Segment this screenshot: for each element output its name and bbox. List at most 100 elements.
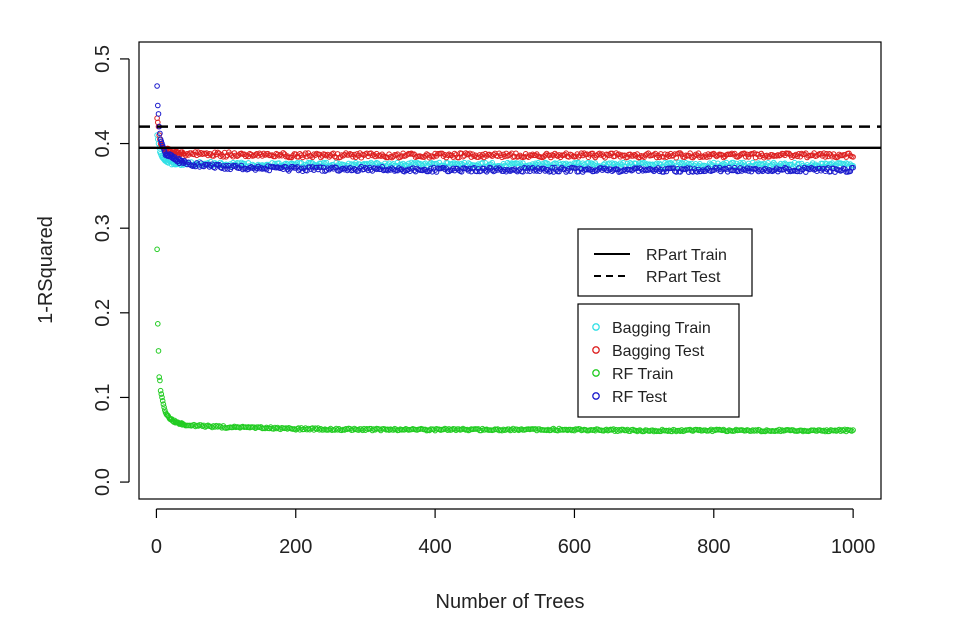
- legend-rf-test-marker: [592, 392, 600, 400]
- y-tick-label: 0.4: [92, 130, 114, 158]
- point: [660, 154, 667, 160]
- y-axis: 0.0 0.1 0.2 0.3 0.4 0.5: [92, 45, 130, 496]
- point: [663, 168, 670, 175]
- point: [396, 165, 402, 171]
- y-tick-label: 0.0: [92, 468, 114, 496]
- point: [159, 398, 166, 404]
- point: [786, 150, 792, 157]
- point: [216, 150, 222, 157]
- legend-rpart: RPart Train RPart Test: [577, 228, 753, 297]
- point: [242, 153, 249, 160]
- point: [451, 160, 458, 166]
- point: [731, 164, 738, 171]
- y-tick-label: 0.1: [92, 384, 114, 412]
- point: [751, 162, 758, 169]
- point: [496, 165, 503, 171]
- x-tick-label: 600: [558, 536, 591, 558]
- legend-bagging-test-marker: [592, 346, 600, 354]
- legend-rpart-box: [577, 228, 753, 297]
- point: [617, 160, 624, 166]
- series-rf-train: [154, 246, 856, 435]
- point: [609, 160, 615, 166]
- point: [581, 150, 588, 156]
- x-tick-label: 200: [279, 536, 312, 558]
- point: [160, 401, 167, 408]
- point: [770, 159, 777, 166]
- point: [161, 404, 167, 411]
- point: [223, 163, 229, 169]
- point: [401, 168, 408, 175]
- point: [825, 162, 831, 169]
- point: [439, 150, 445, 157]
- point: [436, 159, 443, 166]
- point: [446, 151, 452, 157]
- point: [548, 168, 554, 174]
- point: [602, 154, 608, 161]
- point: [379, 164, 386, 170]
- point: [850, 164, 856, 171]
- point: [284, 166, 291, 173]
- legend-rf-test-label: RF Test: [612, 389, 667, 406]
- y-tick-label: 0.5: [92, 45, 114, 73]
- point: [740, 159, 746, 166]
- point: [154, 246, 160, 253]
- y-tick-label: 0.3: [92, 214, 114, 242]
- point: [248, 164, 254, 170]
- point: [476, 152, 483, 158]
- legend-bagging-train-marker: [592, 323, 600, 331]
- point: [744, 165, 751, 171]
- point: [408, 159, 415, 166]
- point: [220, 163, 227, 169]
- point: [660, 169, 667, 175]
- point: [783, 165, 790, 172]
- point: [631, 152, 638, 158]
- point: [729, 150, 735, 157]
- point: [194, 152, 200, 159]
- point: [556, 168, 562, 175]
- point: [822, 154, 829, 160]
- point: [662, 151, 668, 157]
- point: [333, 164, 340, 171]
- point: [847, 168, 854, 175]
- point: [389, 154, 395, 161]
- point: [713, 165, 720, 172]
- legend-bagging-train-label: Bagging Train: [612, 320, 711, 337]
- legend-rf-train-marker: [592, 369, 600, 377]
- legend-rf-train-label: RF Train: [612, 366, 673, 383]
- point: [302, 150, 309, 156]
- legend-models-box: [577, 303, 740, 418]
- point: [499, 154, 505, 161]
- plot-frame: [138, 41, 882, 500]
- point: [189, 163, 196, 169]
- legend-models: Bagging Train Bagging Test RF Train RF T…: [577, 303, 740, 418]
- point: [305, 150, 312, 156]
- point: [430, 154, 437, 160]
- point: [158, 391, 165, 397]
- point: [238, 159, 245, 166]
- point: [157, 130, 163, 137]
- series-bagging-test: [154, 115, 856, 161]
- point: [842, 166, 848, 172]
- point: [263, 166, 270, 173]
- point: [384, 167, 391, 174]
- point: [276, 153, 282, 159]
- point: [157, 377, 163, 384]
- point: [280, 150, 287, 156]
- point: [524, 168, 530, 174]
- point: [155, 111, 162, 117]
- point: [613, 150, 620, 156]
- point: [366, 161, 373, 167]
- point: [612, 160, 618, 167]
- series-rf-test: [154, 83, 856, 175]
- point: [850, 154, 856, 160]
- point: [690, 154, 696, 161]
- point: [515, 163, 522, 169]
- point: [217, 153, 224, 159]
- point: [326, 154, 333, 160]
- point: [421, 154, 427, 160]
- x-tick-label: 400: [418, 536, 451, 558]
- point: [451, 150, 458, 157]
- x-tick-label: 1000: [831, 536, 876, 558]
- plot-layer: [154, 83, 856, 435]
